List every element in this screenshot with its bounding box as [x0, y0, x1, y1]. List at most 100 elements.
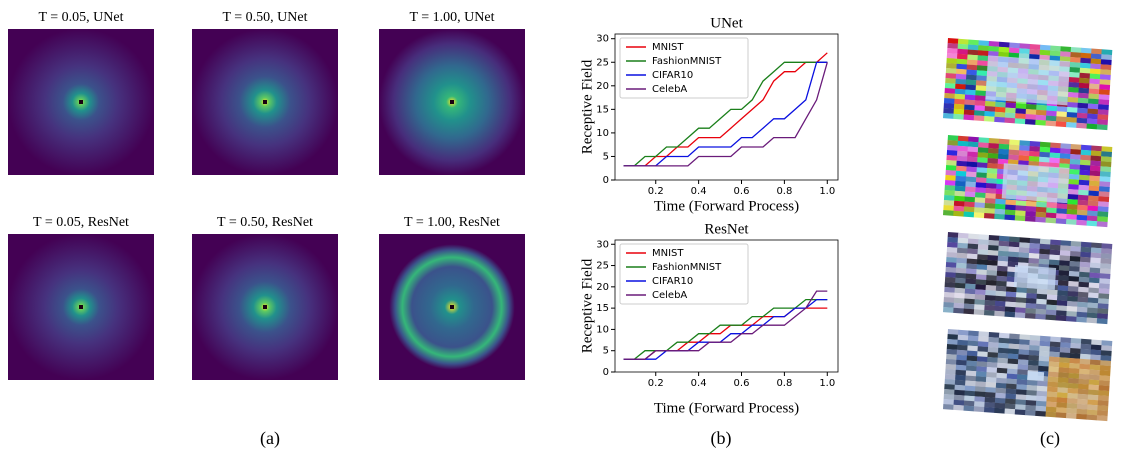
pixel: [1070, 144, 1082, 150]
pixel: [944, 180, 956, 186]
pixel: [944, 190, 956, 196]
legend-label: CIFAR10: [652, 70, 693, 81]
pixel: [946, 58, 958, 64]
pixel: [944, 93, 956, 99]
pixel: [1058, 270, 1070, 277]
pixel: [1067, 194, 1079, 200]
y-axis-label: Receptive Field: [579, 258, 595, 353]
pixel: [994, 208, 1006, 215]
pixel: [1046, 294, 1058, 301]
pixel: [1067, 92, 1079, 98]
pixel: [1008, 47, 1020, 54]
legend-label: CelebA: [652, 290, 687, 301]
pixel: [986, 173, 998, 179]
pixel: [997, 153, 1009, 160]
pixel: [1018, 150, 1030, 157]
pixel: [1076, 122, 1088, 129]
pixel: [945, 262, 957, 268]
pixel: [1101, 54, 1113, 61]
pixel: [1026, 288, 1038, 294]
pixel: [956, 160, 968, 167]
pixel: [1015, 292, 1027, 299]
pixel: [965, 278, 977, 285]
pixel: [965, 171, 977, 178]
pixel: [945, 272, 957, 278]
pixel: [1026, 380, 1038, 386]
pixel: [1068, 179, 1080, 185]
pixel: [967, 335, 979, 342]
pixel: [1091, 145, 1103, 152]
pixel: [966, 253, 978, 260]
pixel: [965, 74, 977, 81]
pixel: [965, 79, 977, 86]
pixel: [975, 177, 987, 184]
pixel: [984, 106, 996, 112]
pixel: [976, 167, 988, 174]
pixel: [1086, 414, 1098, 421]
pixel: [1088, 292, 1099, 299]
pixel: [1066, 301, 1078, 307]
pixel: [954, 287, 966, 294]
x-tick-label: 0.4: [691, 378, 707, 389]
pixel: [1025, 395, 1037, 401]
pixel: [1078, 92, 1090, 99]
pixel: [1017, 369, 1029, 376]
pixel: [1026, 385, 1038, 391]
pixel: [953, 394, 965, 401]
pixel: [1088, 277, 1100, 284]
pixel: [965, 365, 977, 372]
pixel: [1067, 189, 1079, 195]
pixel: [965, 370, 977, 377]
pixel: [1090, 247, 1102, 254]
pixel: [1015, 297, 1027, 304]
pixel: [957, 48, 969, 55]
pixel: [964, 191, 976, 198]
pixel: [946, 150, 958, 156]
pixel: [947, 232, 959, 238]
pixel: [1098, 186, 1110, 193]
pixel: [963, 211, 975, 218]
pixel: [1069, 266, 1081, 272]
pixel: [965, 380, 976, 387]
pixel: [1068, 271, 1080, 277]
pixel: [1005, 301, 1017, 308]
pixel: [1098, 293, 1110, 300]
pixel: [1087, 103, 1099, 110]
pixel: [1025, 400, 1037, 406]
pixel: [1078, 373, 1090, 380]
pixel: [1055, 218, 1067, 225]
pixel: [998, 337, 1010, 344]
pixel: [943, 205, 955, 211]
pixel: [1070, 343, 1082, 349]
pixel: [1060, 342, 1072, 349]
pixel: [956, 344, 968, 351]
pixel: [1066, 311, 1078, 317]
pixel: [943, 389, 955, 395]
pixel: [997, 260, 1009, 267]
pixel: [1080, 149, 1092, 156]
pixel: [1008, 251, 1020, 258]
pixel: [1009, 333, 1021, 340]
pixel: [947, 145, 958, 151]
pixel: [1024, 313, 1036, 319]
pixel: [953, 404, 965, 411]
pixel: [975, 182, 987, 189]
pixel: [994, 300, 1006, 307]
pixel: [997, 158, 1009, 165]
pixel: [977, 244, 989, 251]
pixel: [1009, 42, 1021, 49]
pixel: [975, 279, 987, 286]
x-axis-label: Time (Forward Process): [654, 400, 799, 416]
pixel: [996, 270, 1008, 277]
pixel: [975, 381, 987, 388]
pixel: [1089, 267, 1101, 274]
pixel: [1029, 248, 1040, 254]
pixel: [985, 193, 997, 199]
pixel: [978, 45, 990, 52]
pixel: [956, 150, 968, 157]
pixel: [974, 294, 986, 301]
pixel: [985, 285, 997, 291]
pixel: [1029, 243, 1041, 249]
pixel: [1086, 409, 1098, 416]
pixel: [973, 406, 985, 413]
